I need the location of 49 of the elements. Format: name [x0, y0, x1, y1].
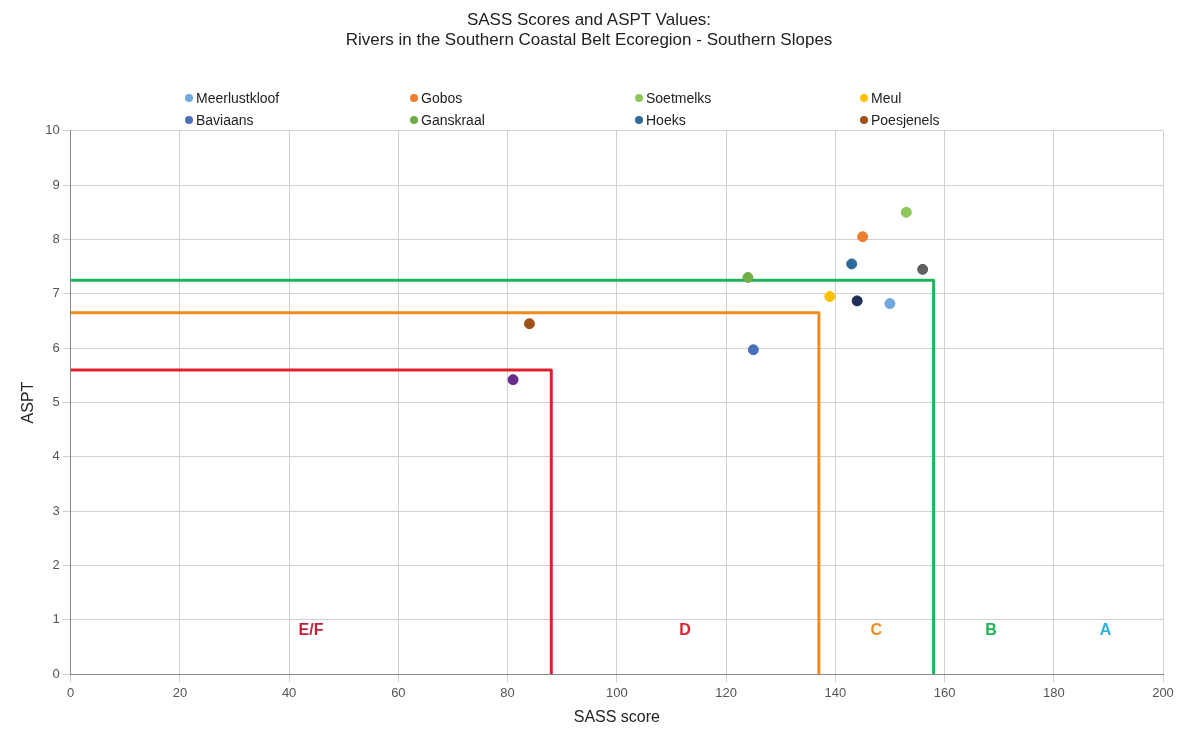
point	[747, 344, 759, 356]
y-tick-label: 10	[45, 122, 60, 138]
x-axis-title: SASS score	[573, 707, 661, 725]
point	[846, 258, 858, 270]
chart-title: SASS Scores and ASPT Values: Rivers in the Southern Coastal Belt Ecoregion - Southern Slopes	[345, 9, 833, 50]
legend-label: Soetmelks	[645, 90, 713, 106]
x-tick-label: 140	[824, 684, 847, 700]
x-tick-label: 80	[500, 684, 515, 700]
x-tick-label: 180	[1042, 684, 1065, 700]
y-tick-label: 2	[52, 557, 60, 573]
y-tick-label: 1	[52, 611, 60, 627]
point	[884, 298, 896, 310]
legend-label: Ganskraal	[420, 112, 486, 128]
point	[857, 231, 869, 243]
y-axis-title: ASPT	[19, 381, 37, 424]
legend-label: Hoeks	[645, 112, 687, 128]
point	[523, 318, 535, 330]
x-tick-label: 100	[605, 684, 628, 700]
legend-label: Meul	[870, 90, 903, 106]
y-tick-label: 6	[52, 339, 60, 355]
annotation: B	[985, 621, 997, 639]
annotation: D	[679, 621, 691, 639]
point	[900, 206, 912, 218]
y-tick-label: 3	[52, 502, 60, 518]
annotation: C	[870, 621, 883, 639]
y-tick-label: 5	[52, 394, 60, 410]
legend-label: Gobos	[420, 90, 464, 106]
point	[851, 295, 863, 307]
annotation: E/F	[298, 621, 324, 639]
x-tick-label: 120	[715, 684, 737, 700]
y-tick-label: 9	[52, 176, 60, 192]
legend-label: Meerlustkloof	[195, 90, 281, 106]
x-tick-label: 200	[1152, 684, 1174, 700]
point	[824, 291, 836, 303]
y-tick-label: 4	[52, 448, 60, 464]
x-tick-label: 60	[391, 684, 406, 700]
y-tick-label: 7	[52, 285, 60, 301]
x-tick-label: 40	[281, 684, 297, 700]
legend-label: Poesjenels	[870, 112, 941, 128]
x-tick-label: 20	[172, 684, 188, 700]
x-tick-label: 160	[933, 684, 956, 700]
point	[917, 263, 929, 275]
x-tick-label: 0	[67, 684, 75, 700]
point	[507, 374, 519, 386]
y-tick-label: 8	[52, 231, 60, 247]
annotation: A	[1099, 621, 1112, 639]
point	[742, 272, 754, 284]
legend-label: Baviaans	[195, 112, 255, 128]
y-tick-label: 0	[52, 665, 60, 681]
